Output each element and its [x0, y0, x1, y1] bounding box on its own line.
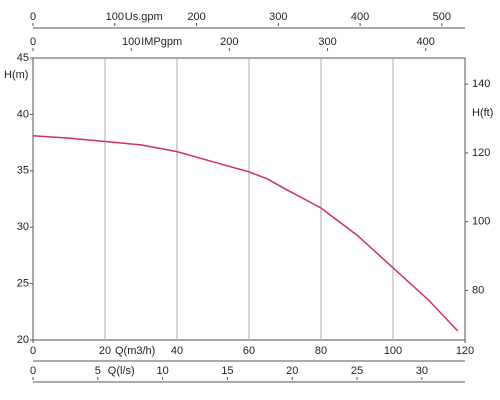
y-tick-label: 30	[17, 221, 29, 233]
y-tick-label: 20	[17, 334, 29, 346]
y2-tick-label: 100	[472, 216, 490, 228]
y2-tick-label: 140	[472, 78, 490, 90]
y-tick-label: 25	[17, 278, 29, 290]
x-tick-label: 60	[243, 345, 255, 357]
x2-tick-label: 30	[416, 365, 428, 377]
x2-tick-label: 400	[351, 11, 369, 23]
x-tick-label: 120	[456, 345, 474, 357]
y-axis-label: H(m)	[4, 69, 28, 81]
x2-tick-label: 300	[269, 11, 287, 23]
y2-tick-label: 80	[472, 284, 484, 296]
x2-axis-label: Q(l/s)	[108, 365, 135, 377]
pump-curve	[32, 135, 459, 332]
x2-tick-label: 200	[187, 11, 205, 23]
x2-tick-label: 5	[95, 365, 101, 377]
x2-tick-label: 100	[122, 36, 140, 48]
x2-tick-label: 25	[351, 365, 363, 377]
x2-tick-label: 15	[221, 365, 233, 377]
y-tick-label: 40	[17, 108, 29, 120]
x-tick-label: 40	[171, 345, 183, 357]
x-tick-label: 100	[384, 345, 402, 357]
x2-axis-label: IMPgpm	[141, 36, 182, 48]
x2-tick-label: 10	[156, 365, 168, 377]
x-tick-label: 20	[99, 345, 111, 357]
x-axis-label: Q(m3/h)	[115, 345, 155, 357]
x2-tick-label: 0	[30, 36, 36, 48]
x2-tick-label: 200	[220, 36, 238, 48]
x2-axis-label: Us.gpm	[125, 11, 163, 23]
x-tick-label: 80	[315, 345, 327, 357]
y-tick-label: 45	[17, 52, 29, 64]
y2-axis-label: H(ft)	[472, 107, 493, 119]
x2-tick-label: 0	[30, 365, 36, 377]
x2-tick-label: 20	[286, 365, 298, 377]
y-tick-label: 35	[17, 165, 29, 177]
x2-tick-label: 300	[318, 36, 336, 48]
x2-tick-label: 0	[30, 11, 36, 23]
x2-tick-label: 100	[106, 11, 124, 23]
y2-tick-label: 120	[472, 147, 490, 159]
x2-tick-label: 500	[433, 11, 451, 23]
x2-tick-label: 400	[417, 36, 435, 48]
x-tick-label: 0	[30, 345, 36, 357]
